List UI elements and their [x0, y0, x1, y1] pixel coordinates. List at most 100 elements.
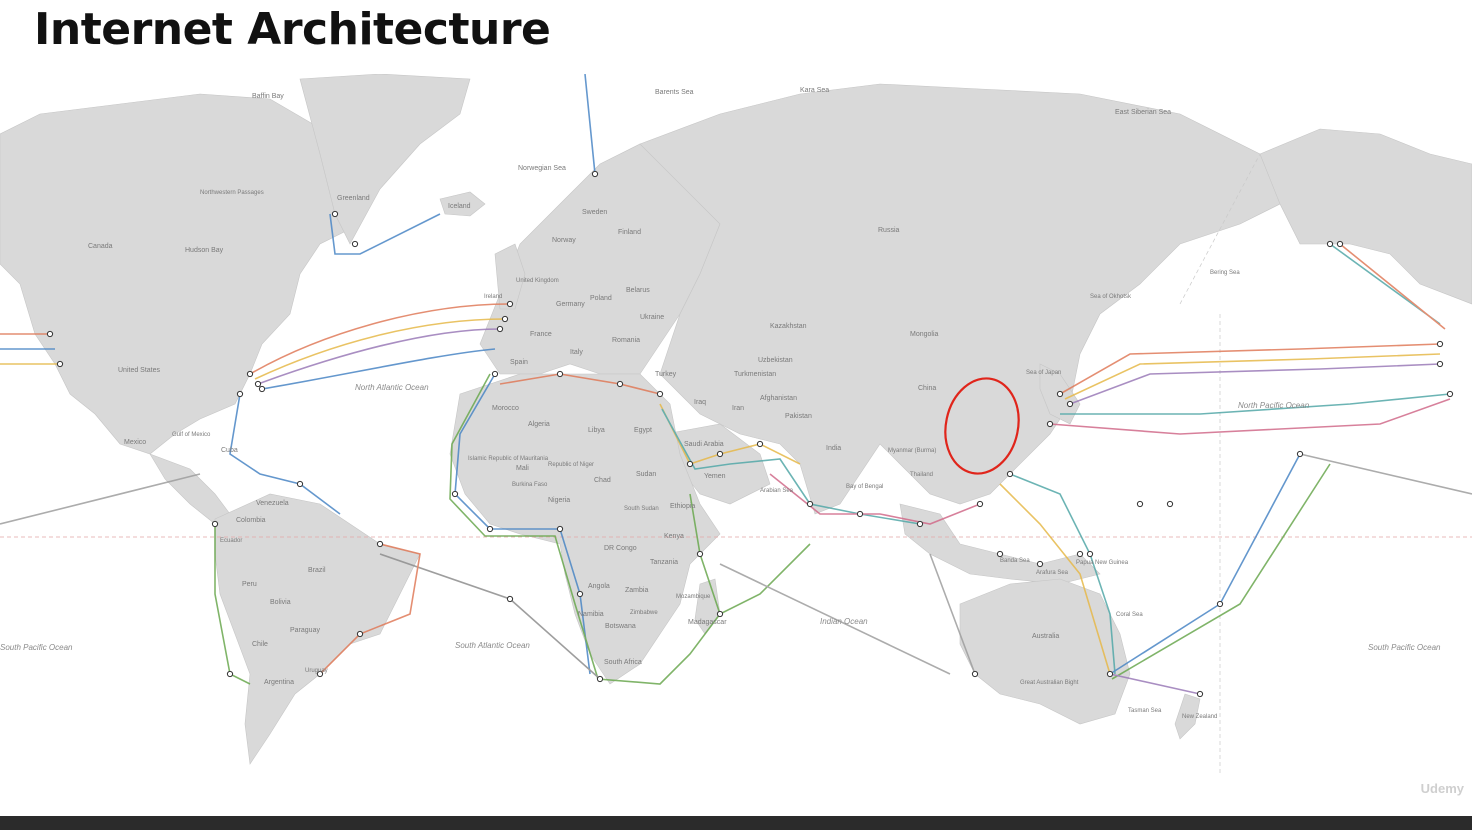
- label-sudan: Sudan: [636, 471, 656, 478]
- map-labels: Baffin Bay Barents Sea Kara Sea East Sib…: [0, 87, 1441, 720]
- label-cuba: Cuba: [221, 447, 238, 454]
- cable-gray-3: [1299, 453, 1472, 495]
- cable-pacific-2: [1064, 353, 1441, 400]
- label-pakistan: Pakistan: [785, 413, 812, 420]
- label-new-zealand: New Zealand: [1182, 714, 1217, 720]
- label-yemen: Yemen: [704, 473, 726, 480]
- cable-transatlantic-1: [249, 303, 511, 375]
- cable-gray-1: [0, 473, 201, 525]
- label-arafura-sea: Arafura Sea: [1036, 570, 1069, 576]
- cable-pacific-1: [1059, 343, 1441, 395]
- cable-mediterranean: [499, 373, 661, 395]
- cable-caribbean: [229, 393, 341, 515]
- label-paraguay: Paraguay: [290, 627, 320, 634]
- label-libya: Libya: [588, 427, 605, 434]
- label-brazil: Brazil: [308, 567, 326, 574]
- cable-indian-ocean: [769, 473, 981, 525]
- label-sweden: Sweden: [582, 209, 607, 216]
- cable-west-africa-2: [449, 373, 721, 685]
- label-coral-sea: Coral Sea: [1116, 612, 1143, 618]
- china-coast-highlight: [944, 377, 1020, 475]
- label-kenya: Kenya: [664, 533, 684, 540]
- label-tanzania: Tanzania: [650, 559, 678, 566]
- label-barents-sea: Barents Sea: [655, 89, 694, 96]
- label-nigeria: Nigeria: [548, 497, 570, 504]
- label-italy: Italy: [570, 349, 583, 356]
- label-mali: Mali: [516, 465, 529, 472]
- south-america-land: [214, 493, 421, 765]
- label-chile: Chile: [252, 641, 268, 648]
- label-india: India: [826, 445, 841, 452]
- label-bay-of-bengal: Bay of Bengal: [846, 484, 883, 490]
- label-australia: Australia: [1032, 633, 1059, 640]
- label-egypt: Egypt: [634, 427, 652, 434]
- label-germany: Germany: [556, 301, 585, 308]
- label-sea-of-japan: Sea of Japan: [1026, 370, 1061, 376]
- label-north-pacific-ocean: North Pacific Ocean: [1238, 401, 1310, 410]
- cable-pacific-5: [1049, 398, 1451, 435]
- cable-transatlantic-4: [261, 348, 496, 390]
- cable-gray-4: [929, 553, 976, 675]
- label-bolivia: Bolivia: [270, 599, 291, 606]
- new-zealand-land: [1174, 693, 1201, 740]
- label-north-atlantic-ocean: North Atlantic Ocean: [355, 383, 429, 392]
- label-zimbabwe: Zimbabwe: [630, 610, 658, 616]
- label-morocco: Morocco: [492, 405, 519, 412]
- label-south-pacific-ocean-left: South Pacific Ocean: [0, 643, 73, 652]
- label-great-australian-bight: Great Australian Bight: [1020, 680, 1079, 686]
- label-poland: Poland: [590, 295, 612, 302]
- label-kara-sea: Kara Sea: [800, 87, 829, 94]
- label-mozambique: Mozambique: [676, 594, 711, 600]
- label-south-atlantic-ocean: South Atlantic Ocean: [455, 641, 530, 650]
- cable-transatlantic-2: [254, 318, 506, 380]
- label-norwegian-sea: Norwegian Sea: [518, 165, 566, 172]
- label-chad: Chad: [594, 477, 611, 484]
- label-spain: Spain: [510, 359, 528, 366]
- label-belarus: Belarus: [626, 287, 650, 294]
- label-papua-new-guinea: Papua New Guinea: [1076, 560, 1129, 566]
- label-uruguay: Uruguay: [305, 668, 328, 674]
- label-thailand: Thailand: [910, 472, 933, 478]
- cable-transatlantic-3: [257, 328, 501, 385]
- label-russia: Russia: [878, 227, 900, 234]
- landing-points: [46, 170, 1454, 698]
- label-angola: Angola: [588, 583, 610, 590]
- label-ethiopia: Ethiopia: [670, 503, 695, 510]
- label-afghanistan: Afghanistan: [760, 395, 797, 402]
- label-romania: Romania: [612, 337, 640, 344]
- label-turkmenistan: Turkmenistan: [734, 371, 776, 378]
- cable-gray-2: [719, 563, 951, 675]
- label-banda-sea: Banda Sea: [1000, 558, 1030, 564]
- label-arabian-sea: Arabian Sea: [760, 488, 794, 494]
- label-peru: Peru: [242, 581, 257, 588]
- cable-greenland: [329, 213, 441, 255]
- uk-land: [494, 243, 526, 310]
- cable-australia-pacific-2: [1111, 463, 1331, 680]
- cable-alaska-2: [1339, 243, 1446, 330]
- label-baffin-bay: Baffin Bay: [252, 93, 284, 100]
- cable-pacific-3: [1069, 363, 1441, 405]
- label-south-sudan: South Sudan: [624, 506, 659, 512]
- label-iceland: Iceland: [448, 203, 471, 210]
- label-myanmar: Myanmar (Burma): [888, 448, 936, 454]
- label-northwestern-passages: Northwestern Passages: [200, 190, 264, 196]
- reference-lines: [0, 153, 1472, 774]
- label-mexico: Mexico: [124, 439, 146, 446]
- submarine-cables: [0, 74, 1472, 695]
- label-dr-congo: DR Congo: [604, 545, 637, 552]
- label-argentina: Argentina: [264, 679, 294, 686]
- iceland-land: [439, 191, 486, 217]
- label-east-siberian-sea: East Siberian Sea: [1115, 109, 1171, 116]
- udemy-watermark: Udemy: [1420, 781, 1464, 796]
- alaska-land: [1259, 128, 1472, 305]
- label-saudi-arabia: Saudi Arabia: [684, 441, 724, 448]
- cable-brazil-coast: [319, 543, 421, 675]
- label-finland: Finland: [618, 229, 641, 236]
- cable-americas-west: [214, 524, 251, 685]
- label-zambia: Zambia: [625, 587, 648, 594]
- label-south-pacific-ocean: South Pacific Ocean: [1368, 643, 1441, 652]
- greenland-land: [299, 74, 471, 245]
- label-algeria: Algeria: [528, 421, 550, 428]
- label-turkey: Turkey: [655, 371, 677, 378]
- label-namibia: Namibia: [578, 611, 604, 618]
